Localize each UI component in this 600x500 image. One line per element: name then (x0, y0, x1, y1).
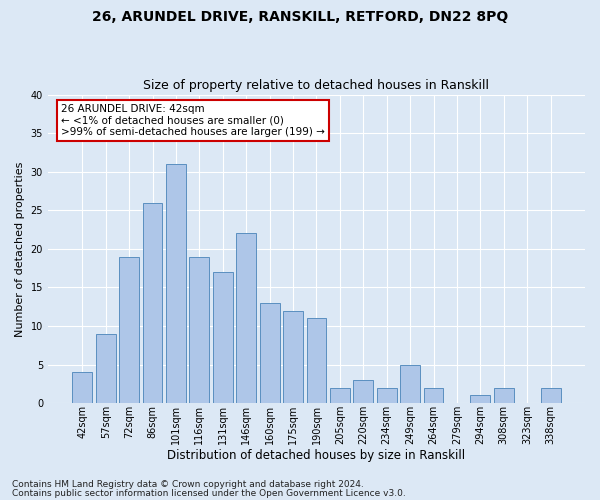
Bar (330, 388, 350, 403)
Title: Size of property relative to detached houses in Ranskill: Size of property relative to detached ho… (143, 79, 490, 92)
Text: 26, ARUNDEL DRIVE, RANSKILL, RETFORD, DN22 8PQ: 26, ARUNDEL DRIVE, RANSKILL, RETFORD, DN… (92, 10, 508, 24)
Text: Contains HM Land Registry data © Crown copyright and database right 2024.: Contains HM Land Registry data © Crown c… (12, 480, 364, 489)
Bar (307, 318, 326, 403)
Bar (143, 202, 163, 403)
Bar (73, 372, 92, 403)
Bar (470, 396, 490, 403)
Bar (377, 388, 397, 403)
Text: 26 ARUNDEL DRIVE: 42sqm
← <1% of detached houses are smaller (0)
>99% of semi-de: 26 ARUNDEL DRIVE: 42sqm ← <1% of detache… (61, 104, 325, 137)
Bar (166, 164, 186, 403)
Bar (213, 272, 233, 403)
Bar (119, 256, 139, 403)
Bar (541, 388, 560, 403)
Bar (236, 234, 256, 403)
Text: Contains public sector information licensed under the Open Government Licence v3: Contains public sector information licen… (12, 488, 406, 498)
X-axis label: Distribution of detached houses by size in Ranskill: Distribution of detached houses by size … (167, 450, 466, 462)
Bar (190, 256, 209, 403)
Bar (96, 334, 116, 403)
Bar (283, 310, 303, 403)
Bar (424, 388, 443, 403)
Bar (260, 303, 280, 403)
Bar (400, 364, 420, 403)
Y-axis label: Number of detached properties: Number of detached properties (15, 161, 25, 336)
Bar (494, 388, 514, 403)
Bar (353, 380, 373, 403)
